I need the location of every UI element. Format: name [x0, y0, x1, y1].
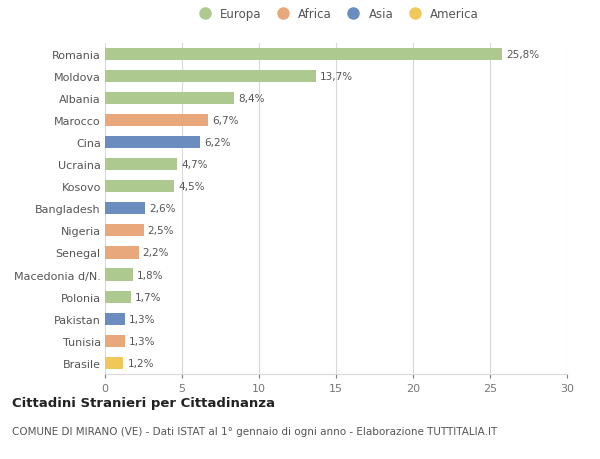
Bar: [105, 291, 131, 303]
Bar: [105, 313, 125, 325]
Legend: Europa, Africa, Asia, America: Europa, Africa, Asia, America: [193, 8, 479, 21]
Text: 8,4%: 8,4%: [238, 94, 265, 104]
Text: 1,8%: 1,8%: [137, 270, 163, 280]
Text: 6,2%: 6,2%: [205, 138, 231, 148]
Bar: [105, 247, 139, 259]
Text: COMUNE DI MIRANO (VE) - Dati ISTAT al 1° gennaio di ogni anno - Elaborazione TUT: COMUNE DI MIRANO (VE) - Dati ISTAT al 1°…: [12, 426, 497, 436]
Bar: [105, 203, 145, 215]
Text: Cittadini Stranieri per Cittadinanza: Cittadini Stranieri per Cittadinanza: [12, 396, 275, 409]
Bar: [105, 71, 316, 83]
Text: 6,7%: 6,7%: [212, 116, 239, 126]
Text: 2,5%: 2,5%: [148, 226, 174, 236]
Text: 2,6%: 2,6%: [149, 204, 175, 214]
Bar: [105, 115, 208, 127]
Bar: [105, 49, 502, 61]
Text: 4,5%: 4,5%: [178, 182, 205, 192]
Bar: [105, 93, 235, 105]
Bar: [105, 357, 124, 369]
Text: 1,3%: 1,3%: [129, 336, 155, 346]
Bar: [105, 269, 133, 281]
Text: 1,3%: 1,3%: [129, 314, 155, 324]
Bar: [105, 137, 200, 149]
Bar: [105, 181, 175, 193]
Bar: [105, 225, 143, 237]
Text: 4,7%: 4,7%: [181, 160, 208, 170]
Text: 2,2%: 2,2%: [143, 248, 169, 258]
Text: 25,8%: 25,8%: [506, 50, 539, 60]
Text: 1,2%: 1,2%: [127, 358, 154, 368]
Bar: [105, 335, 125, 347]
Text: 1,7%: 1,7%: [135, 292, 161, 302]
Text: 13,7%: 13,7%: [320, 72, 353, 82]
Bar: [105, 159, 178, 171]
